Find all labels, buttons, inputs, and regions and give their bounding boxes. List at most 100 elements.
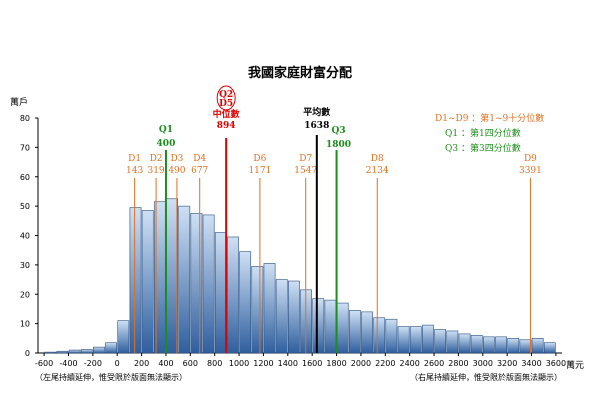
marker-label: D5 bbox=[219, 99, 233, 109]
histogram-bar bbox=[239, 251, 252, 354]
y-tick-label: 40 bbox=[20, 232, 30, 241]
y-tick-label: 80 bbox=[20, 114, 30, 123]
x-tick-label: 3200 bbox=[497, 359, 517, 368]
histogram-bar bbox=[227, 236, 239, 354]
marker-label: D1 bbox=[128, 154, 141, 164]
histogram-bar bbox=[385, 318, 398, 354]
x-tick-label: 1800 bbox=[326, 359, 346, 368]
histogram-bar bbox=[519, 339, 532, 354]
marker-value: 143 bbox=[126, 166, 143, 176]
histogram-bar bbox=[324, 299, 337, 354]
y-tick-label: 70 bbox=[20, 143, 30, 152]
histogram-bar bbox=[190, 213, 203, 354]
histogram-bar bbox=[129, 207, 142, 354]
marker-value: 1547 bbox=[294, 166, 317, 176]
marker-value: 1171 bbox=[248, 166, 271, 176]
y-tick-label: 20 bbox=[20, 290, 30, 299]
histogram-bar bbox=[336, 302, 349, 354]
marker-value: 3391 bbox=[519, 166, 542, 176]
x-tick-label: 3400 bbox=[521, 359, 541, 368]
y-tick-label: 30 bbox=[20, 261, 30, 270]
x-tick-label: 400 bbox=[158, 359, 173, 368]
histogram-bar bbox=[409, 326, 422, 354]
histogram-bar bbox=[373, 317, 386, 354]
y-tick-label: 50 bbox=[20, 202, 30, 211]
marker-label: D4 bbox=[193, 154, 206, 164]
histogram-bar bbox=[446, 330, 459, 354]
histogram-bar bbox=[251, 266, 264, 354]
x-tick-label: -400 bbox=[59, 359, 77, 368]
marker-value: 490 bbox=[168, 166, 185, 176]
x-tick-label: 600 bbox=[183, 359, 198, 368]
median-circle bbox=[216, 85, 236, 111]
legend: D1~D9 ：第1~9十分位數 Q1 ：第1四分位數 Q3 ：第3四分位數 bbox=[435, 112, 544, 157]
histogram-bar bbox=[507, 338, 520, 354]
histogram-bar bbox=[348, 310, 361, 354]
x-tick-label: 0 bbox=[115, 359, 120, 368]
y-tick-label: 60 bbox=[20, 173, 30, 182]
histogram-bar bbox=[470, 335, 483, 354]
histogram-bar bbox=[166, 198, 178, 354]
histogram-bar bbox=[531, 338, 544, 354]
x-tick-label: 800 bbox=[207, 359, 222, 368]
histogram-bar bbox=[397, 326, 410, 354]
x-tick-label: 2000 bbox=[351, 359, 371, 368]
histogram-bar bbox=[361, 311, 373, 354]
histogram-bar bbox=[312, 298, 325, 354]
marker-value: 400 bbox=[157, 139, 176, 149]
footnote-right: （右尾持續延伸，惟受限於版面無法顯示） bbox=[410, 373, 562, 382]
histogram-bar bbox=[93, 346, 105, 354]
legend-q3: Q3 ：第3四分位數 bbox=[445, 144, 521, 154]
histogram-bar bbox=[495, 336, 507, 354]
histogram-bar bbox=[105, 342, 118, 354]
marker-label: D6 bbox=[253, 154, 266, 164]
histogram-bar bbox=[288, 280, 300, 354]
x-tick-label: -200 bbox=[84, 359, 102, 368]
marker-value: 894 bbox=[217, 121, 236, 131]
marker-label: Q3 bbox=[332, 126, 346, 136]
chart-title: 我國家庭財富分配 bbox=[247, 66, 352, 81]
x-tick-label: 2200 bbox=[375, 359, 395, 368]
histogram-bar bbox=[263, 263, 276, 354]
x-axis-unit: 萬元 bbox=[566, 361, 585, 371]
marker-value: 1638 bbox=[304, 121, 329, 131]
x-tick-label: 3000 bbox=[473, 359, 493, 368]
histogram-bar bbox=[434, 329, 447, 354]
x-tick-label: 2400 bbox=[399, 359, 419, 368]
histogram-bar bbox=[56, 350, 69, 354]
x-tick-label: -600 bbox=[35, 359, 53, 368]
marker-value: 677 bbox=[191, 166, 208, 176]
histogram-bar bbox=[214, 232, 227, 354]
histogram-bar bbox=[141, 210, 154, 354]
y-tick-label: 10 bbox=[20, 320, 30, 329]
x-tick-label: 1600 bbox=[302, 359, 322, 368]
y-axis-unit: 萬戶 bbox=[10, 98, 29, 108]
marker-label: 中位數 bbox=[213, 108, 241, 120]
x-tick-label: 2800 bbox=[448, 359, 468, 368]
legend-q1: Q1 ：第1四分位數 bbox=[445, 129, 521, 139]
marker-label: Q2 bbox=[219, 90, 233, 100]
marker-label: D9 bbox=[524, 154, 537, 164]
marker-label: 平均數 bbox=[303, 106, 331, 118]
marker-label: D3 bbox=[170, 154, 183, 164]
marker-value: 1800 bbox=[326, 140, 351, 150]
x-tick-label: 3600 bbox=[546, 359, 566, 368]
marker-label: Q1 bbox=[159, 125, 173, 135]
x-tick-label: 200 bbox=[134, 359, 149, 368]
histogram-bar bbox=[275, 279, 288, 354]
footnote-left: （左尾持續延伸，惟受限於版面無法顯示） bbox=[35, 373, 187, 382]
marker-value: 2134 bbox=[366, 166, 389, 176]
legend-decile: D1~D9 ：第1~9十分位數 bbox=[435, 114, 545, 124]
histogram-bar bbox=[80, 349, 93, 354]
x-tick-label: 2600 bbox=[424, 359, 444, 368]
x-tick-label: 1400 bbox=[278, 359, 298, 368]
histogram-bar bbox=[202, 214, 215, 354]
x-tick-label: 1200 bbox=[253, 359, 273, 368]
histogram-bar bbox=[482, 336, 495, 354]
marker-label: D8 bbox=[371, 154, 384, 164]
histogram-bar bbox=[44, 351, 57, 354]
marker-label: D7 bbox=[299, 154, 312, 164]
histogram-bar bbox=[68, 349, 81, 354]
histogram-bar bbox=[422, 324, 434, 354]
